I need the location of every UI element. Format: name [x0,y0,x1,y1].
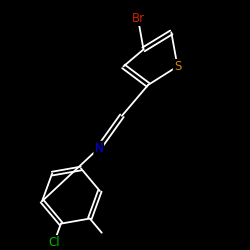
Text: Br: Br [132,12,144,25]
Text: Cl: Cl [48,236,60,249]
Text: S: S [174,60,181,73]
Text: N: N [94,142,103,155]
